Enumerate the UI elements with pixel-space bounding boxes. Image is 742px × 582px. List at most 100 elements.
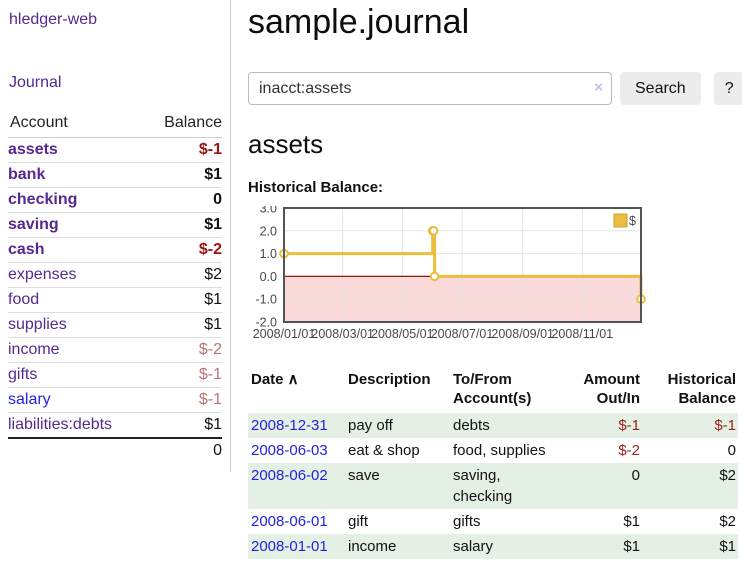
transaction-cell: $-2 [618, 442, 640, 459]
spacer [8, 437, 144, 464]
accounts-total-value: 0 [143, 437, 222, 464]
account-link-cash[interactable]: cash [8, 241, 45, 258]
account-link-gifts[interactable]: gifts [8, 366, 38, 383]
account-link-income[interactable]: income [8, 341, 60, 358]
main: sample.journal × Search ? assets Histori… [231, 0, 742, 559]
transaction-cell: eat & shop [348, 442, 420, 459]
account-row: assets $-1 [8, 138, 222, 163]
account-row: expenses $2 [8, 262, 222, 288]
transaction-cell: save [348, 467, 380, 484]
transaction-row: 2008-06-01 gift gifts $1 $2 [248, 509, 738, 534]
transaction-date-link[interactable]: 2008-06-01 [251, 513, 328, 530]
historical-balance-chart: 3.0 2.0 1.0 0.0 -1.0 -2.0 2008/01/01 2008/03/01… [248, 206, 742, 344]
account-row: saving $1 [8, 212, 222, 238]
svg-text:2008/11/01: 2008/11/01 [551, 327, 613, 341]
account-balance: $1 [143, 312, 222, 338]
svg-text:$: $ [629, 214, 636, 228]
svg-text:3.0: 3.0 [260, 206, 277, 216]
transaction-date-link[interactable]: 2008-06-02 [251, 467, 328, 484]
accounts-table: Account Balance assets $-1 bank $1 checking 0… [8, 111, 222, 464]
accounts-header-row: Account Balance [8, 111, 222, 138]
register-col-header: Historical Balance [667, 371, 736, 407]
transaction-cell: $1 [623, 513, 640, 530]
account-link-saving[interactable]: saving [8, 216, 59, 233]
transaction-cell: pay off [348, 417, 393, 434]
transaction-date-link[interactable]: 2008-12-31 [251, 417, 328, 434]
sidebar: hledger-web Journal Account Balance asse… [0, 0, 231, 472]
accounts-header-account: Account [8, 111, 144, 138]
svg-text:2008/09/01: 2008/09/01 [491, 327, 554, 341]
transaction-date-link[interactable]: 2008-01-01 [251, 538, 328, 555]
transaction-cell: $1 [623, 538, 640, 555]
account-balance: $1 [143, 412, 222, 438]
account-balance: $-1 [198, 141, 222, 158]
account-row: checking 0 [8, 187, 222, 213]
account-link-liabilities-debts[interactable]: liabilities:debts [8, 416, 113, 433]
register-header-row: Date ∧ Description To/From Account(s) Amount… [248, 368, 738, 413]
account-link-checking[interactable]: checking [8, 191, 78, 208]
account-row: salary $-1 [8, 387, 222, 413]
transaction-date-cell: 2008-06-01 [248, 509, 345, 534]
svg-text:1.0: 1.0 [260, 247, 277, 261]
transaction-row: 2008-12-31 pay off debts $-1 $-1 [248, 413, 738, 438]
brand-link[interactable]: hledger-web [9, 11, 98, 28]
sidebar-item-journal[interactable]: Journal [9, 74, 62, 91]
transaction-cell: $1 [719, 538, 736, 555]
register-table: Date ∧ Description To/From Account(s) Amount… [248, 368, 738, 559]
search-input[interactable] [248, 72, 612, 105]
transaction-row: 2008-06-02 save saving, checking 0 $2 [248, 463, 738, 509]
transaction-cell: $2 [719, 513, 736, 530]
account-row: gifts $-1 [8, 362, 222, 388]
transaction-cell: salary [453, 538, 494, 555]
search-bar: × Search ? [248, 72, 742, 105]
account-row: liabilities:debts $1 [8, 412, 222, 438]
transaction-cell: income [348, 538, 397, 555]
account-link-salary[interactable]: salary [8, 391, 51, 408]
svg-text:-1.0: -1.0 [255, 293, 277, 307]
register-col-header: To/From Account(s) [453, 371, 532, 407]
account-link-food[interactable]: food [8, 291, 40, 308]
account-row: food $1 [8, 287, 222, 313]
register-col-header: Amount Out/In [583, 371, 640, 407]
account-balance: $-1 [143, 387, 222, 413]
account-link-assets[interactable]: assets [8, 141, 58, 158]
search-button[interactable]: Search [620, 72, 701, 105]
transaction-cell: debts [453, 417, 490, 434]
register-body: 2008-12-31 pay off debts $-1 $-1 2008-06-03 ea… [248, 413, 738, 559]
transaction-row: 2008-06-03 eat & shop food, supplies $-2 0 [248, 438, 738, 463]
transaction-cell: food, supplies [453, 442, 546, 459]
account-row: income $-2 [8, 337, 222, 363]
account-row: cash $-2 [8, 237, 222, 263]
help-button[interactable]: ? [713, 72, 742, 105]
transaction-cell: saving, checking [453, 467, 513, 505]
sort-asc-icon: ∧ [283, 371, 299, 388]
account-row: supplies $1 [8, 312, 222, 338]
transaction-cell: 0 [631, 467, 640, 484]
account-link-bank[interactable]: bank [8, 166, 46, 183]
account-link-expenses[interactable]: expenses [8, 266, 77, 283]
svg-text:2.0: 2.0 [260, 224, 277, 238]
account-link-supplies[interactable]: supplies [8, 316, 67, 333]
account-balance: $2 [143, 262, 222, 288]
transaction-cell: $-1 [618, 417, 640, 434]
account-balance: $-2 [143, 237, 222, 263]
transaction-row: 2008-01-01 income salary $1 $1 [248, 534, 738, 559]
register-col-header[interactable]: Date ∧ [251, 371, 299, 388]
app: hledger-web Journal Account Balance asse… [0, 0, 742, 559]
svg-text:2008/03/01: 2008/03/01 [311, 327, 374, 341]
accounts-body: assets $-1 bank $1 checking 0 saving $1 cash $-2 e… [8, 138, 222, 438]
search-input-wrap: × [248, 72, 612, 105]
transaction-date-link[interactable]: 2008-06-03 [251, 442, 328, 459]
svg-text:2008/07/01: 2008/07/01 [431, 327, 494, 341]
page-title: sample.journal [248, 3, 470, 41]
chart-label: Historical Balance: [248, 179, 384, 196]
transaction-cell: $2 [719, 467, 736, 484]
account-title: assets [248, 129, 324, 159]
account-balance: 0 [143, 187, 222, 213]
account-balance: $1 [143, 162, 222, 188]
transaction-cell: gift [348, 513, 369, 530]
clear-search-icon[interactable]: × [594, 79, 603, 96]
svg-text:-2.0: -2.0 [255, 316, 277, 330]
register-col-header: Description [348, 371, 431, 388]
account-balance: $-2 [143, 337, 222, 363]
